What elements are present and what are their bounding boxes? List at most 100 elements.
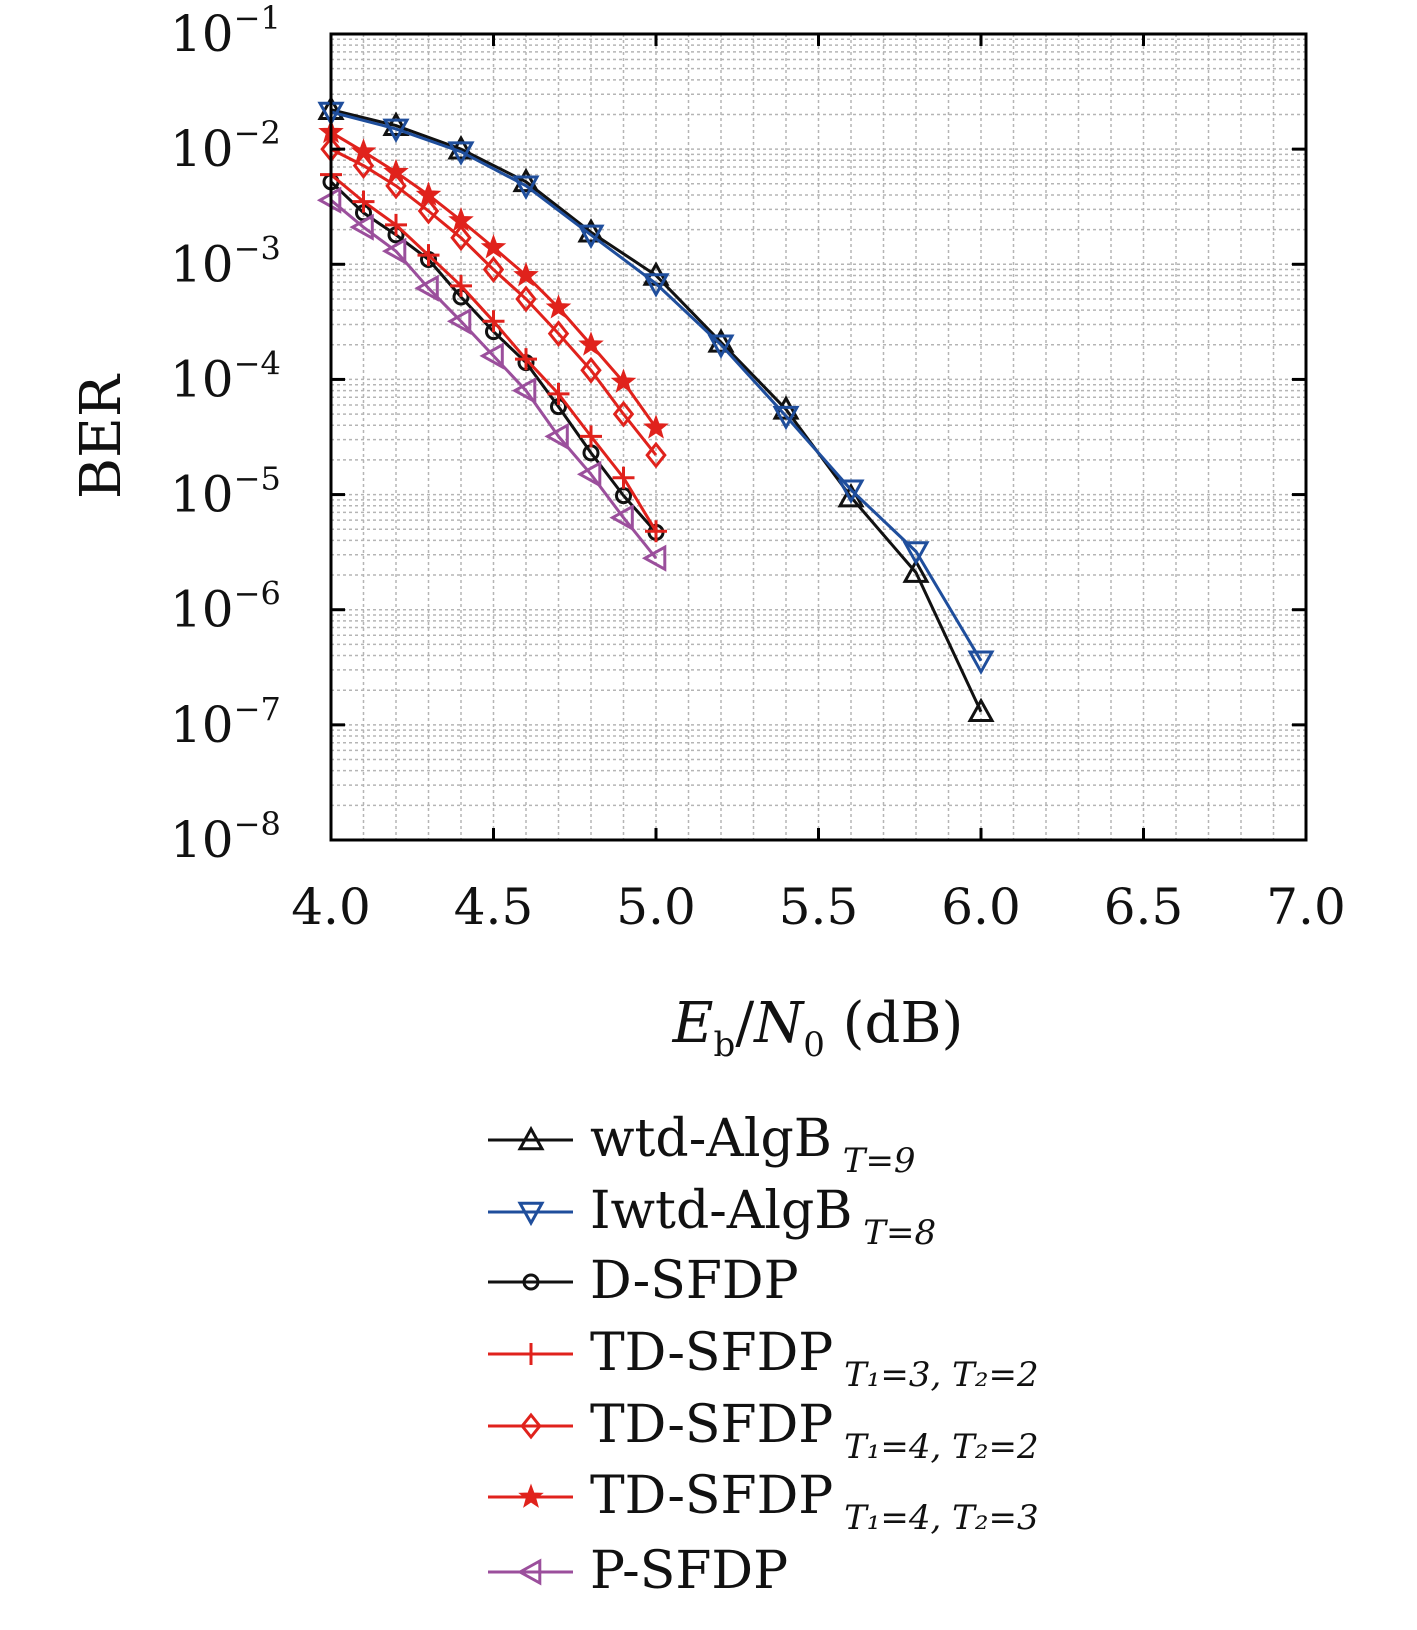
axis-labels: Eb/N0 (dB) BER <box>69 373 963 1065</box>
x-tick-label: 6.5 <box>1104 878 1184 936</box>
data-point <box>902 541 930 566</box>
series-6 <box>316 186 667 572</box>
series-line <box>330 199 658 560</box>
data-point <box>349 213 374 241</box>
y-tick-label: 10−2 <box>170 114 281 178</box>
data-point <box>645 441 667 469</box>
x-tick-label: 4.5 <box>454 878 534 936</box>
x-axis-label: Eb/N0 (dB) <box>672 991 964 1065</box>
x-tick-label: 4.0 <box>291 878 371 936</box>
data-point <box>772 405 800 431</box>
data-point <box>576 460 602 488</box>
data-point <box>450 274 472 297</box>
data-point <box>610 368 637 393</box>
grid <box>330 34 1307 841</box>
data-point <box>642 273 670 298</box>
data-point <box>547 320 570 348</box>
data-point <box>544 422 569 450</box>
legend-marker <box>517 1201 545 1227</box>
data-point <box>547 382 570 405</box>
data-point <box>609 504 634 532</box>
series-1 <box>317 101 995 675</box>
data-point <box>482 310 505 333</box>
legend-marker <box>522 1273 540 1291</box>
data-point <box>578 331 604 356</box>
data-point <box>479 342 504 370</box>
legend-entry: wtd-AlgB T=9 <box>488 1109 916 1181</box>
data-point <box>641 544 667 572</box>
data-point <box>612 466 635 489</box>
y-tick-label: 10−7 <box>170 690 281 754</box>
legend-entry: TD-SFDP T₁=4, T₂=3 <box>488 1466 1039 1538</box>
legend-label: TD-SFDP T₁=3, T₂=2 <box>590 1323 1039 1395</box>
legend-marker <box>518 1483 544 1508</box>
data-point <box>967 697 995 723</box>
data-point <box>448 207 474 232</box>
x-tick-label: 6.0 <box>941 878 1021 936</box>
data-point <box>385 172 407 200</box>
data-point <box>580 356 602 384</box>
data-point <box>385 213 407 236</box>
series-5 <box>318 118 669 439</box>
y-tick-label: 10−1 <box>170 0 281 63</box>
data-point <box>511 377 537 405</box>
data-point <box>837 479 865 504</box>
data-point <box>382 118 410 143</box>
data-point <box>381 237 407 265</box>
data-point <box>545 294 572 319</box>
legend-marker <box>517 1125 545 1151</box>
data-point <box>515 285 537 313</box>
data-point <box>707 334 735 359</box>
data-point <box>450 224 472 252</box>
data-point <box>382 111 410 136</box>
series-4 <box>320 135 667 469</box>
data-point <box>577 224 605 249</box>
data-point <box>513 261 539 287</box>
legend-label: TD-SFDP T₁=4, T₂=2 <box>590 1395 1039 1467</box>
data-point <box>447 135 475 160</box>
legend-entry: D-SFDP <box>488 1251 799 1311</box>
legend-label: P-SFDP <box>590 1541 788 1601</box>
series-3 <box>320 163 667 543</box>
y-tick-label: 10−4 <box>170 344 281 408</box>
data-point <box>902 558 930 583</box>
data-point <box>967 650 995 675</box>
data-point <box>446 307 472 335</box>
y-tick-label: 10−6 <box>170 575 281 639</box>
y-axis-label: BER <box>69 373 134 499</box>
data-point <box>352 190 375 213</box>
legend-marker <box>516 1558 542 1586</box>
data-point <box>383 158 409 184</box>
x-tick-label: 5.0 <box>616 878 696 936</box>
legend-entry: Iwtd-AlgB T=8 <box>488 1181 936 1253</box>
x-tick-label: 7.0 <box>1266 878 1346 936</box>
series-layer <box>316 95 995 723</box>
data-point <box>482 256 505 283</box>
series-line <box>330 147 658 457</box>
series-line <box>330 110 983 662</box>
data-point <box>350 138 377 163</box>
ticks: 4.0 4.5 5.0 5.5 6.0 6.5 7.0 10−1 10−2 10−3 10−4 10−… <box>170 0 1346 936</box>
data-point <box>414 274 439 302</box>
data-point <box>645 520 667 543</box>
legend-label: wtd-AlgB T=9 <box>590 1109 916 1181</box>
y-tick-label: 10−8 <box>170 805 281 869</box>
legend-label: D-SFDP <box>590 1251 799 1311</box>
y-tick-label: 10−3 <box>170 229 281 293</box>
data-point <box>447 141 475 166</box>
data-point <box>643 414 669 439</box>
data-point <box>417 244 440 267</box>
legend-entry: TD-SFDP T₁=3, T₂=2 <box>488 1323 1039 1395</box>
legend-entry: TD-SFDP T₁=4, T₂=2 <box>488 1395 1039 1467</box>
legend-marker <box>520 1412 542 1440</box>
legend-marker <box>520 1343 542 1365</box>
data-point <box>512 175 540 200</box>
legend-entry: P-SFDP <box>488 1541 788 1601</box>
data-point <box>515 348 537 371</box>
y-tick-label: 10−5 <box>170 460 281 524</box>
data-point <box>417 197 440 225</box>
data-point <box>480 234 507 259</box>
data-point <box>415 181 442 206</box>
